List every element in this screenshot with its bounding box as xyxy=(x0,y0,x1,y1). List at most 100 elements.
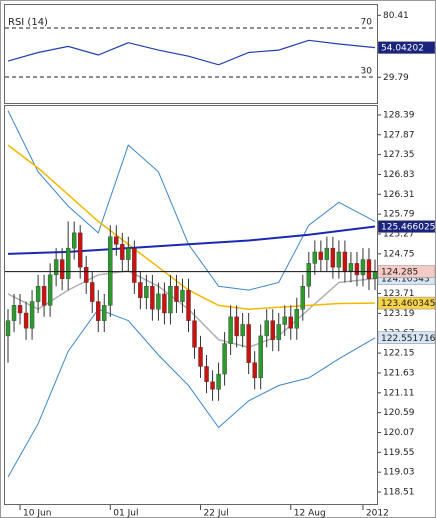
candle-body xyxy=(168,286,173,314)
value-box-label: 122.551716 xyxy=(381,334,436,344)
y-tick-label: 124.75 xyxy=(383,249,415,259)
value-box xyxy=(377,41,436,54)
candle-body xyxy=(150,286,155,310)
candle-body xyxy=(300,286,305,310)
candle-body xyxy=(354,263,360,276)
candle-body xyxy=(198,347,203,367)
candle-body xyxy=(336,251,342,268)
value-box-label: 125.466025 xyxy=(381,223,435,233)
candle-body xyxy=(53,259,59,276)
x-tick-label: 10 Jun xyxy=(23,509,51,518)
candle-body xyxy=(204,366,209,382)
candle-body xyxy=(330,247,336,268)
candle-body xyxy=(90,282,95,302)
y-tick-label: 120.07 xyxy=(383,428,415,438)
y-tick-label: 121.63 xyxy=(383,368,415,378)
y-tick-label: 121.11 xyxy=(383,388,415,398)
rsi-title: RSI (14) xyxy=(8,17,48,28)
candle-body xyxy=(5,320,11,337)
y-tick-label: 126.83 xyxy=(383,170,415,180)
candle-body xyxy=(276,324,281,340)
value-box xyxy=(377,296,436,310)
candle-body xyxy=(174,286,179,302)
level-label: 70 xyxy=(361,18,373,28)
candle-body xyxy=(348,263,354,272)
candle-body xyxy=(288,316,293,329)
x-tick-label: 12 Aug xyxy=(294,509,326,518)
candle-body xyxy=(47,274,53,306)
candle-body xyxy=(126,247,131,260)
y-tick-label: 120.59 xyxy=(383,408,415,418)
candle-body xyxy=(240,324,245,337)
y-tick-label: 119.55 xyxy=(383,448,415,458)
candle-body xyxy=(120,244,125,260)
value-box-label: 123.460345 xyxy=(381,299,435,309)
value-box xyxy=(377,220,436,233)
candle-body xyxy=(342,251,348,272)
candle-body xyxy=(71,232,77,249)
x-tick-label: 2012 xyxy=(366,509,389,518)
candle-body xyxy=(29,301,35,329)
candle-body xyxy=(228,316,233,344)
value-box xyxy=(377,265,436,278)
overlay-line xyxy=(7,308,376,478)
candle-body xyxy=(360,259,366,276)
y-tick-label: 128.39 xyxy=(383,110,415,120)
rsi-line xyxy=(7,39,376,66)
candle-body xyxy=(324,247,330,260)
y-tick-label: 123.71 xyxy=(383,289,415,299)
candle-body xyxy=(222,343,227,375)
candle-body xyxy=(318,251,324,260)
y-tick-label: 119.03 xyxy=(383,468,415,478)
y-tick-label: 127.35 xyxy=(383,150,415,160)
rsi-panel xyxy=(4,4,378,104)
candle-body xyxy=(114,236,119,245)
value-box xyxy=(377,331,436,345)
y-tick-label: 122.15 xyxy=(383,349,415,359)
candle-body xyxy=(270,320,275,340)
candle-body xyxy=(11,305,17,321)
y-tick-label: 29.79 xyxy=(383,73,409,83)
level-label: 30 xyxy=(361,67,373,77)
candle-body xyxy=(252,362,257,379)
candle-body xyxy=(138,282,143,298)
candle-body xyxy=(35,286,41,302)
y-tick-label: 126.31 xyxy=(383,190,415,200)
candle-body xyxy=(144,286,149,298)
y-tick-label: 125.79 xyxy=(383,210,415,220)
value-box-label: 124.285 xyxy=(381,268,418,278)
candle-body xyxy=(366,259,372,279)
candle-body xyxy=(41,286,47,306)
candle-body xyxy=(294,308,299,329)
candle-body xyxy=(96,301,101,321)
candle-body xyxy=(132,247,137,283)
candle-body xyxy=(23,312,29,329)
candle-body xyxy=(264,320,269,337)
candle-body xyxy=(84,267,89,283)
candle-body xyxy=(210,381,215,390)
candle-body xyxy=(246,324,251,363)
candle-body xyxy=(258,335,263,379)
candle-body xyxy=(216,373,221,390)
y-tick-label: 80.41 xyxy=(383,11,409,21)
candle-body xyxy=(282,316,287,325)
y-tick-label: 123.19 xyxy=(383,309,415,319)
candle-body xyxy=(234,316,239,337)
x-tick-label: 01 Jul xyxy=(113,509,138,518)
candle-body xyxy=(192,320,197,348)
candle-body xyxy=(108,236,113,306)
candle-body xyxy=(180,289,185,302)
x-tick-label: 22 Jul xyxy=(204,509,229,518)
candle-body xyxy=(59,259,65,279)
candle-body xyxy=(162,293,167,314)
value-box-label: 54.04202 xyxy=(381,44,424,54)
candle-body xyxy=(102,305,107,321)
y-tick-label: 125.27 xyxy=(383,230,415,240)
candle-body xyxy=(186,289,191,321)
candle-body xyxy=(156,293,161,310)
candle-body xyxy=(17,305,23,314)
candle-body xyxy=(312,251,318,264)
candle-body xyxy=(65,247,71,279)
y-tick-label: 118.51 xyxy=(383,488,415,498)
value-box-label: 124.10343 xyxy=(381,275,430,285)
